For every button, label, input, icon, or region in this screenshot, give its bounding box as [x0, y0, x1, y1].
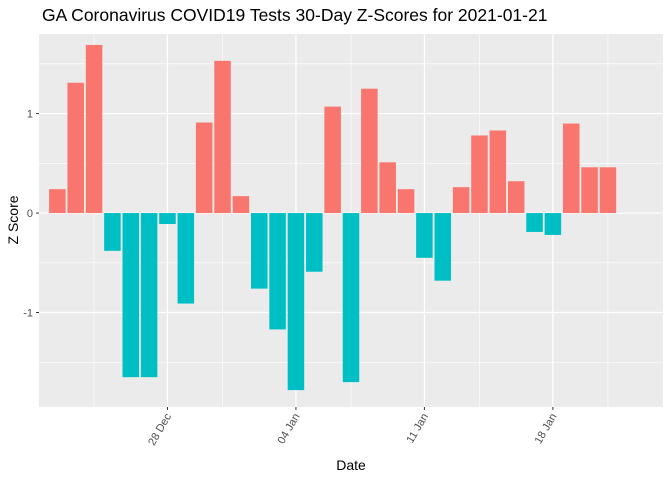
bar [489, 130, 507, 214]
bar [416, 213, 433, 258]
bar [140, 213, 158, 378]
bar [562, 123, 580, 214]
bar [49, 189, 66, 214]
bar [544, 213, 562, 235]
chart-title: GA Coronavirus COVID19 Tests 30-Day Z-Sc… [42, 5, 548, 25]
bar [471, 135, 488, 214]
bar [214, 60, 231, 214]
bar [342, 213, 360, 383]
x-tick-label: 04 Jan [276, 412, 303, 447]
bar [452, 187, 470, 214]
y-tick-label: 1 [27, 109, 33, 121]
bar [177, 213, 195, 304]
bar [581, 167, 598, 214]
bar [269, 213, 286, 330]
bar [379, 162, 396, 214]
bar [232, 196, 250, 214]
bar [526, 213, 543, 232]
bar [397, 189, 415, 214]
x-axis-title: Date [336, 457, 366, 473]
bar [287, 213, 305, 391]
bar [250, 213, 268, 289]
bar [85, 44, 103, 214]
bar [434, 213, 452, 281]
y-axis-title: Z Score [5, 195, 21, 244]
bar [361, 88, 378, 214]
bar [599, 167, 617, 214]
bar [195, 122, 213, 214]
bar [67, 82, 84, 214]
bar [122, 213, 140, 378]
y-tick-label: -1 [23, 308, 33, 320]
x-tick-label: 28 Dec [146, 411, 174, 448]
x-tick-label: 18 Jan [533, 412, 560, 447]
bar [159, 213, 176, 224]
bar-layer [49, 44, 617, 391]
bar [104, 213, 121, 251]
x-tick-label: 11 Jan [405, 412, 432, 446]
bar [507, 181, 525, 214]
y-tick-label: 0 [27, 208, 33, 220]
bar [324, 106, 341, 214]
bar [306, 213, 323, 272]
